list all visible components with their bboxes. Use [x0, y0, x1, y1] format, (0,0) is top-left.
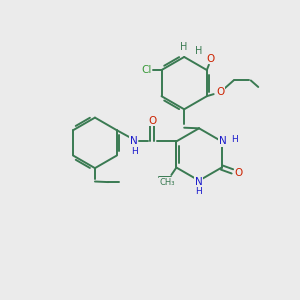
Text: N: N — [195, 177, 202, 187]
Text: H: H — [131, 147, 138, 156]
Text: O: O — [216, 87, 224, 97]
Text: Cl: Cl — [141, 65, 151, 75]
Text: O: O — [206, 54, 214, 64]
Text: O: O — [148, 116, 157, 126]
Text: CH₃: CH₃ — [159, 178, 175, 187]
Text: H: H — [195, 188, 202, 196]
Text: H: H — [180, 43, 187, 52]
Text: O: O — [235, 168, 243, 178]
Text: H: H — [231, 135, 238, 144]
Text: H: H — [195, 46, 203, 56]
Text: N: N — [130, 136, 137, 146]
Text: N: N — [219, 136, 226, 146]
